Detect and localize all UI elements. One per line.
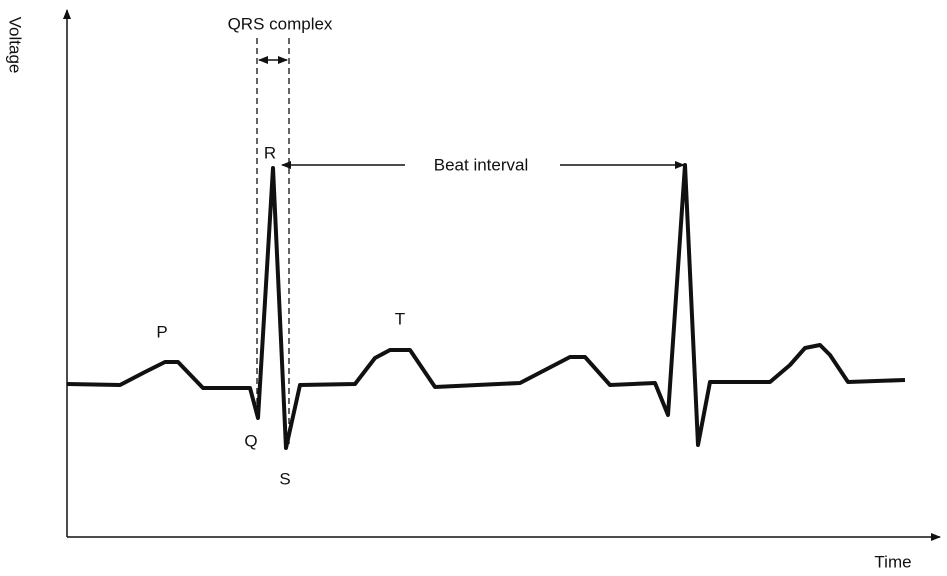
- x-axis-label: Time: [874, 552, 911, 571]
- t-label: T: [395, 309, 405, 328]
- s-label: S: [279, 469, 290, 488]
- r-label: R: [264, 143, 276, 162]
- p-label: P: [156, 322, 167, 341]
- ecg-waveform: [66, 163, 906, 450]
- y-axis-label: Voltage: [6, 17, 25, 74]
- q-label: Q: [244, 431, 257, 450]
- beat-interval-label: Beat interval: [434, 155, 529, 174]
- qrs-label: QRS complex: [228, 14, 333, 33]
